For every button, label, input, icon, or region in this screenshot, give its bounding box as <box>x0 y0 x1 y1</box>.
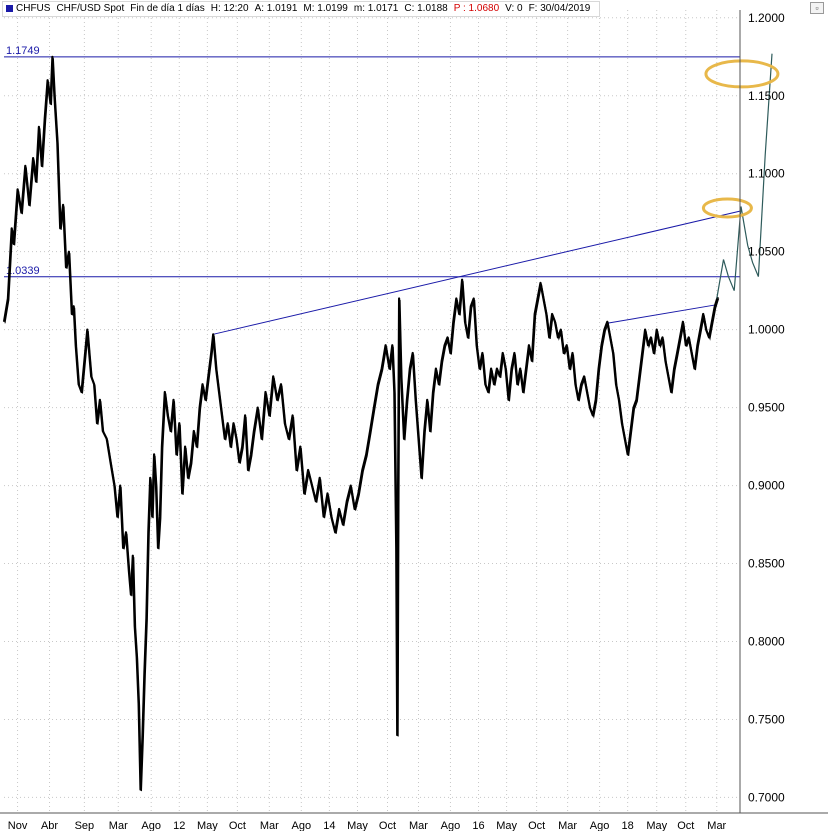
x-tick-label: Mar <box>409 820 428 831</box>
y-tick-label: 0.8500 <box>748 557 785 571</box>
x-tick-label: Ago <box>141 820 161 831</box>
y-tick-label: 0.7000 <box>748 790 785 804</box>
x-tick-label: May <box>496 820 517 831</box>
highlight-ellipse <box>701 197 753 219</box>
projection-path <box>716 53 773 299</box>
axes: 0.7000 0.7500 0.8000 0.8500 0.9000 0.9500 1.00… <box>0 10 828 831</box>
x-tick-label: 18 <box>622 820 634 831</box>
trendline <box>213 210 741 335</box>
time-value: H: 12:20 <box>210 3 249 14</box>
annotations <box>701 59 780 219</box>
projection-value: P : 1.0680 <box>453 3 500 14</box>
y-tick-label: 1.0000 <box>748 323 785 337</box>
x-tick-label: Abr <box>41 820 58 831</box>
x-tick-label: 12 <box>173 820 185 831</box>
x-tick-label: 14 <box>323 820 335 831</box>
level-label: 1.1749 <box>6 45 40 57</box>
gridlines <box>4 10 740 813</box>
x-tick-label: Ago <box>590 820 610 831</box>
x-tick-label: Oct <box>229 820 246 831</box>
y-tick-label: 0.9000 <box>748 479 785 493</box>
y-tick-label: 1.1000 <box>748 167 785 181</box>
x-tick-label: Mar <box>260 820 279 831</box>
level-label: 1.0339 <box>6 265 40 277</box>
x-tick-label: Oct <box>528 820 545 831</box>
x-tick-label: May <box>347 820 368 831</box>
y-tick-label: 0.8000 <box>748 634 785 648</box>
x-tick-label: Mar <box>707 820 726 831</box>
y-tick-label: 1.2000 <box>748 11 785 25</box>
maximize-icon[interactable]: ▫ <box>810 2 824 14</box>
open-value: A: 1.0191 <box>254 3 298 14</box>
date-value: F: 30/04/2019 <box>528 3 591 14</box>
high-value: M: 1.0199 <box>303 3 348 14</box>
price-line <box>2 55 719 791</box>
price-series <box>2 55 720 792</box>
y-tick-label: 0.9500 <box>748 401 785 415</box>
x-tick-label: Ago <box>441 820 461 831</box>
low-value: m: 1.0171 <box>353 3 399 14</box>
volume-value: V: 0 <box>505 3 523 14</box>
y-tick-label: 1.1500 <box>748 89 785 103</box>
series-color-icon <box>6 4 13 12</box>
y-tick-label: 1.0500 <box>748 245 785 259</box>
x-tick-label: Mar <box>109 820 128 831</box>
period: Fin de día 1 días <box>130 3 205 14</box>
x-tick-label: May <box>646 820 667 831</box>
x-tick-label: 16 <box>472 820 484 831</box>
x-tick-label: Mar <box>558 820 577 831</box>
x-tick-label: Ago <box>292 820 312 831</box>
trendline <box>606 304 717 324</box>
highlight-ellipse <box>704 59 780 89</box>
close-value: C: 1.0188 <box>404 3 448 14</box>
x-tick-label: May <box>197 820 218 831</box>
projection-line <box>716 53 773 299</box>
horizontal-levels: 1.1749 1.0339 <box>4 45 740 278</box>
chart-header: CHFUS CHF/USD Spot Fin de día 1 días H: 12:… <box>2 1 601 17</box>
x-tick-label: Nov <box>8 820 28 831</box>
y-tick-label: 0.7500 <box>748 712 785 726</box>
trendlines <box>213 210 741 335</box>
price-line-shadow <box>4 58 720 792</box>
x-tick-label: Oct <box>379 820 396 831</box>
x-tick-label: Sep <box>75 820 95 831</box>
chart-title: CHF/USD Spot <box>56 3 125 14</box>
symbol: CHFUS <box>16 3 51 14</box>
x-tick-label: Oct <box>677 820 694 831</box>
